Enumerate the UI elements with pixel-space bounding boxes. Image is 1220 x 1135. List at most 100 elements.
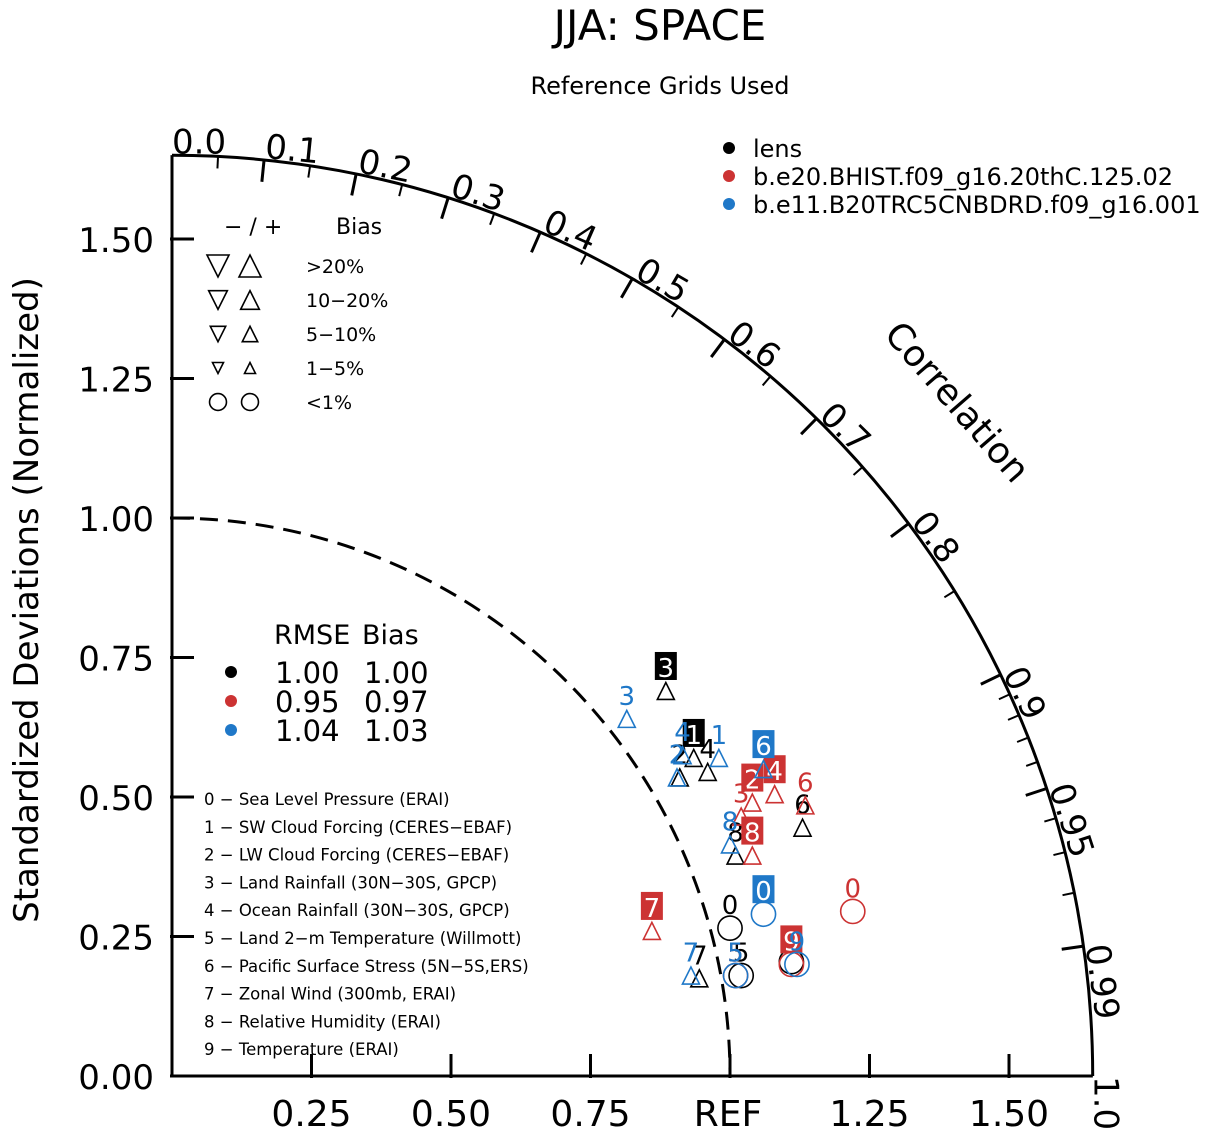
data-point-label: 8	[722, 807, 739, 837]
rmse-row-marker	[225, 666, 237, 678]
correlation-minor-tick	[1025, 760, 1038, 767]
data-point-label: 6	[797, 768, 814, 798]
data-point-marker	[697, 761, 718, 782]
data-point-marker	[728, 962, 755, 989]
bias-key-positive-marker	[241, 324, 259, 343]
correlation-minor-tick	[489, 213, 496, 226]
y-tick-label: 0.50	[78, 779, 154, 819]
y-tick-label: 0.75	[78, 640, 154, 680]
data-point-marker	[742, 792, 763, 812]
bias-key-label: <1%	[306, 392, 352, 414]
correlation-tick	[1061, 944, 1084, 951]
legend-marker	[723, 142, 735, 154]
data-points-group: 01234567890234567890123456789	[616, 651, 866, 989]
data-point-marker	[795, 795, 816, 815]
data-point-label: 1	[711, 721, 728, 751]
variable-list-item: 7 − Zonal Wind (300mb, ERAI)	[204, 985, 456, 1004]
y-axis-label: Standardized Deviations (Normalized)	[7, 277, 47, 923]
data-point-label: 5	[727, 939, 744, 969]
data-point-label: 8	[727, 819, 744, 849]
bias-key-label: 10−20%	[306, 290, 388, 312]
data-point-label: 5	[733, 939, 750, 969]
correlation-minor-tick	[216, 156, 220, 169]
data-point-label: 3	[658, 654, 675, 684]
correlation-tick-label: 0.2	[355, 142, 416, 192]
data-point-marker	[742, 845, 763, 865]
correlation-minor-tick	[1053, 851, 1066, 857]
rmse-value: 1.00	[275, 656, 340, 690]
correlation-minor-tick	[761, 375, 772, 387]
bias-key-positive-marker	[240, 392, 260, 412]
data-point-marker	[784, 951, 810, 978]
bias-key-negative-marker	[205, 254, 231, 279]
ref-label: REF	[694, 1094, 762, 1135]
x-tick-label: 0.25	[271, 1094, 351, 1135]
correlation-minor-tick	[580, 253, 588, 265]
data-point-marker	[722, 962, 749, 989]
data-point-marker	[642, 920, 662, 941]
legend-marker	[723, 170, 735, 182]
data-point-label-box	[741, 816, 764, 845]
legend-label: b.e20.BHIST.f09_g16.20thC.125.02	[753, 163, 1173, 191]
legend-label: b.e11.B20TRC5CNBDRD.f09_g16.001	[753, 191, 1201, 219]
bias-key-negative-marker	[209, 325, 227, 344]
data-point-marker	[672, 744, 693, 765]
bias-key-label: >20%	[306, 256, 364, 278]
y-tick-label: 1.25	[78, 361, 154, 401]
data-point-marker	[689, 968, 710, 988]
data-point-label: 0	[755, 877, 772, 907]
data-point-label: 3	[618, 682, 635, 712]
keys-group: lensb.e20.BHIST.f09_g16.20thC.125.02b.e1…	[204, 135, 1201, 1059]
data-point-marker	[683, 747, 704, 768]
data-point-marker	[720, 834, 740, 854]
data-point-label: 4	[674, 718, 691, 748]
variable-list-item: 2 − LW Cloud Forcing (CERES−EBAF)	[204, 846, 509, 865]
correlation-tick	[890, 522, 910, 538]
data-point-label: 9	[783, 927, 800, 957]
data-point-label-box	[682, 718, 705, 747]
outer-arc	[171, 153, 1095, 1077]
variable-list-item: 0 − Sea Level Pressure (ERAI)	[204, 790, 450, 809]
reference-arc	[171, 516, 732, 1077]
correlation-minor-tick	[1016, 736, 1029, 743]
data-point-marker	[731, 806, 751, 826]
data-point-label: 4	[699, 735, 716, 765]
variable-list-item: 6 − Pacific Surface Stress (5N−5S,ERS)	[204, 957, 529, 976]
data-point-marker	[839, 898, 866, 925]
x-tick-label: 0.50	[411, 1094, 491, 1135]
correlation-minor-tick	[1007, 714, 1020, 721]
bias-key-positive-marker	[239, 288, 261, 311]
rmse-header: RMSE	[274, 620, 350, 651]
bias-value: 1.03	[364, 714, 429, 748]
bias-value: 1.00	[364, 656, 429, 690]
y-tick-label: 1.00	[78, 500, 154, 540]
bias-key-negative-marker	[208, 392, 228, 412]
data-point-label: 5	[727, 939, 744, 969]
data-point-label-box	[763, 755, 786, 784]
correlation-minor-tick	[998, 693, 1011, 701]
bias-key-negative-marker	[207, 289, 229, 312]
data-point-label: 0	[844, 874, 861, 904]
data-point-label: 7	[691, 941, 708, 971]
legend-label: lens	[753, 135, 802, 163]
data-point-marker	[717, 915, 743, 942]
x-tick-label: 1.25	[829, 1094, 909, 1135]
bias-key-positive-marker	[237, 253, 263, 278]
bias-key-label: 1−5%	[306, 358, 364, 380]
data-point-label-box	[654, 651, 677, 680]
correlation-tick-label: 0.1	[263, 127, 321, 172]
chart-title: JJA: SPACE	[551, 1, 767, 50]
bias-value: 0.97	[364, 685, 429, 719]
correlation-tick-label: 0.9	[994, 660, 1054, 726]
data-point-label: 6	[755, 732, 772, 762]
correlation-minor-tick	[307, 165, 312, 178]
variable-list-item: 9 − Temperature (ERAI)	[204, 1040, 399, 1059]
data-point-marker	[792, 817, 813, 837]
data-point-label: 7	[644, 894, 661, 924]
data-point-label-box	[640, 891, 663, 920]
correlation-tick-label: 0.3	[446, 166, 510, 220]
bias-key-positive-marker	[243, 360, 257, 375]
